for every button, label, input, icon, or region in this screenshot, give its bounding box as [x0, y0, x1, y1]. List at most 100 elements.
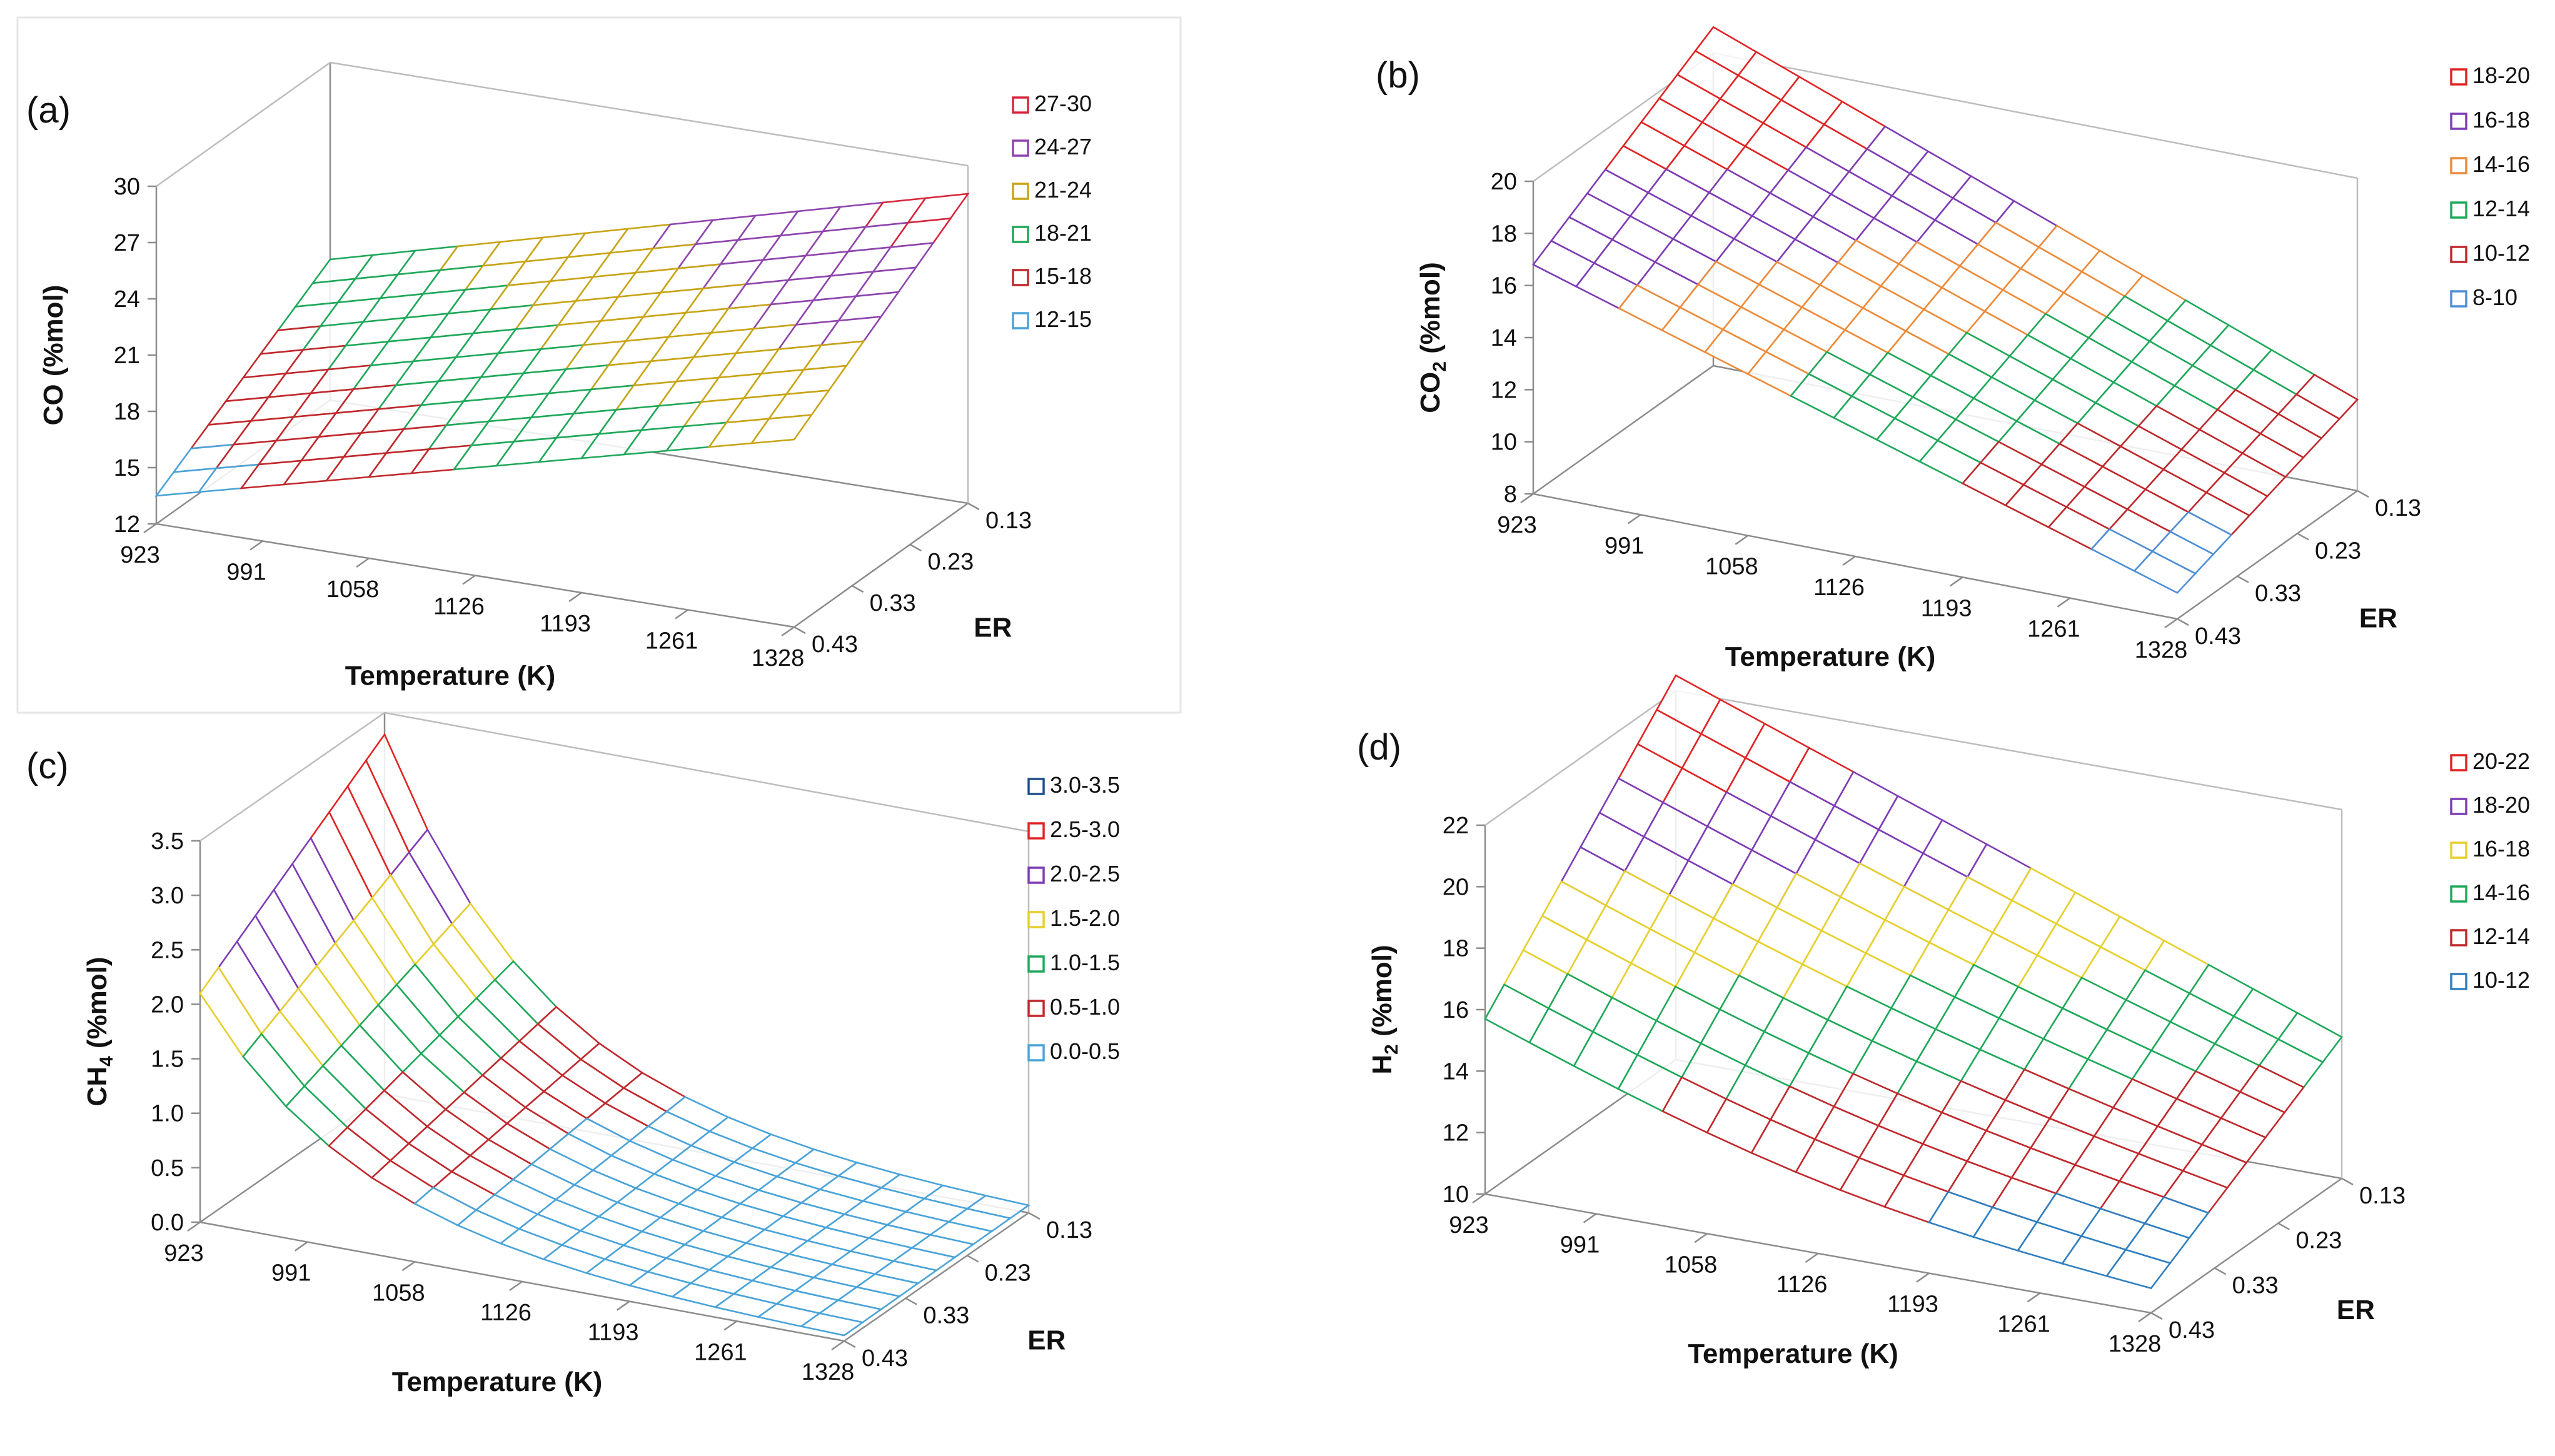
legend-swatch: [1012, 96, 1029, 114]
y-tick: [2341, 1177, 2354, 1186]
legend-entry: 14-16: [2472, 880, 2530, 905]
legend-swatch: [2450, 246, 2467, 263]
legend-entry: 16-18: [2472, 836, 2530, 861]
x-tick-label: 1261: [645, 628, 698, 655]
legend-swatch: [2450, 798, 2467, 815]
y-tick-label: 0.23: [985, 1260, 1031, 1286]
x-tick-label: 1193: [588, 1320, 639, 1346]
y-tick: [844, 1340, 856, 1348]
legend-swatch: [1027, 1044, 1045, 1062]
x-tick: [143, 523, 157, 534]
x-tick-label: 923: [164, 1240, 203, 1267]
x-tick-label: 1328: [802, 1359, 855, 1385]
z-tick-label: 20: [1443, 874, 1469, 900]
z-tick-label: 16: [1443, 997, 1469, 1023]
legend-entry: 2.0-2.5: [1050, 861, 1120, 886]
y-tick-label: 0.23: [2315, 538, 2361, 564]
x-tick-label: 1126: [480, 1300, 532, 1326]
surface-mesh: [154, 193, 970, 497]
x-tick-label: 991: [226, 560, 266, 586]
surface-mesh: [1484, 674, 2343, 1290]
panel-a: 12 15 18 21 24 27 30 923 991 1058 1126 1193 1261 1328…: [26, 61, 1092, 691]
z-tick-label: 20: [1491, 169, 1517, 195]
x-tick: [1583, 1213, 1597, 1223]
legend-swatch: [1012, 269, 1029, 286]
legend-entry: 12-14: [2472, 923, 2530, 949]
surface-cell: [2105, 1248, 2172, 1290]
z-tick-label: 0.5: [151, 1155, 184, 1182]
legend-swatch: [2450, 841, 2467, 859]
y-tick: [794, 626, 806, 635]
y-tick-label: 0.33: [923, 1303, 969, 1329]
x-tick: [2138, 1312, 2152, 1323]
axis-floor-front: [156, 502, 969, 628]
x-tick: [1472, 1193, 1486, 1204]
z-tick-label: 18: [1491, 221, 1517, 247]
x-tick-label: 1126: [1813, 575, 1865, 601]
y-tick: [967, 502, 980, 511]
legend-entry: 0.5-1.0: [1050, 994, 1120, 1020]
z-tick-label: 18: [1443, 936, 1469, 962]
x-tick: [1949, 576, 1963, 587]
z-tick-label: 21: [114, 343, 140, 369]
legend-swatch: [2450, 290, 2467, 308]
surface-cell: [750, 414, 814, 444]
panel-label: (a): [26, 90, 71, 131]
y-tick-label: 0.43: [2169, 1317, 2215, 1343]
y-tick: [2297, 533, 2309, 541]
legend-swatch: [2450, 157, 2467, 174]
y-axis-title: ER: [1027, 1325, 1066, 1355]
y-tick: [905, 1297, 917, 1305]
y-tick: [2214, 1267, 2227, 1275]
legend-entry: 10-12: [2472, 967, 2530, 993]
legend-entry: 16-18: [2472, 107, 2530, 133]
x-tick-label: 1328: [2135, 637, 2188, 663]
x-tick: [616, 1300, 630, 1311]
x-tick-label: 923: [120, 542, 159, 568]
y-tick-label: 0.13: [2359, 1183, 2406, 1209]
surface-cell: [799, 1312, 865, 1337]
x-axis-title: Temperature (K): [1725, 641, 1936, 672]
y-tick-label: 0.43: [812, 631, 858, 658]
legend-swatch: [1012, 183, 1029, 200]
y-tick-label: 0.33: [2232, 1272, 2279, 1298]
x-tick: [249, 540, 263, 551]
legend-swatch: [2450, 754, 2467, 771]
axis-top-edge: [156, 61, 969, 188]
x-tick: [2027, 1292, 2041, 1303]
x-tick-label: 1261: [2027, 616, 2080, 643]
z-tick-label: 14: [1491, 325, 1517, 351]
z-tick-label: 10: [1491, 429, 1517, 456]
panel-label: (c): [26, 746, 69, 786]
surface-cell: [2133, 550, 2197, 594]
y-tick-label: 0.13: [2375, 495, 2421, 521]
legend-swatch: [1027, 911, 1045, 928]
legend-swatch: [2450, 929, 2467, 946]
x-tick-label: 1261: [1997, 1311, 2050, 1337]
x-tick-label: 1328: [752, 645, 805, 671]
x-tick: [675, 609, 688, 620]
x-tick: [1805, 1252, 1819, 1263]
legend-entry: 8-10: [2472, 284, 2517, 310]
x-tick: [1735, 535, 1749, 545]
x-tick-label: 1193: [1921, 595, 1972, 621]
legend-entry: 10-12: [2472, 240, 2530, 266]
x-tick-label: 1126: [433, 594, 485, 620]
legend-swatch: [1027, 955, 1045, 973]
legend-swatch: [1027, 822, 1045, 840]
surface-mesh: [1532, 26, 2359, 594]
legend-entry: 18-20: [2472, 63, 2530, 88]
x-tick: [294, 1241, 308, 1252]
legend-entry: 21-24: [1034, 177, 1092, 203]
y-tick: [1028, 1212, 1041, 1220]
y-tick-label: 0.23: [2295, 1228, 2342, 1254]
x-tick: [1627, 514, 1641, 525]
y-tick-label: 0.23: [927, 549, 974, 575]
x-tick-label: 1126: [1776, 1272, 1828, 1298]
legend-entry: 24-27: [1034, 134, 1092, 159]
x-tick: [568, 591, 582, 603]
y-tick-label: 0.13: [1046, 1217, 1092, 1243]
axis-top-edge: [199, 711, 1029, 842]
z-axis-title: CH4 (%mol): [82, 956, 117, 1106]
y-tick: [909, 543, 922, 552]
